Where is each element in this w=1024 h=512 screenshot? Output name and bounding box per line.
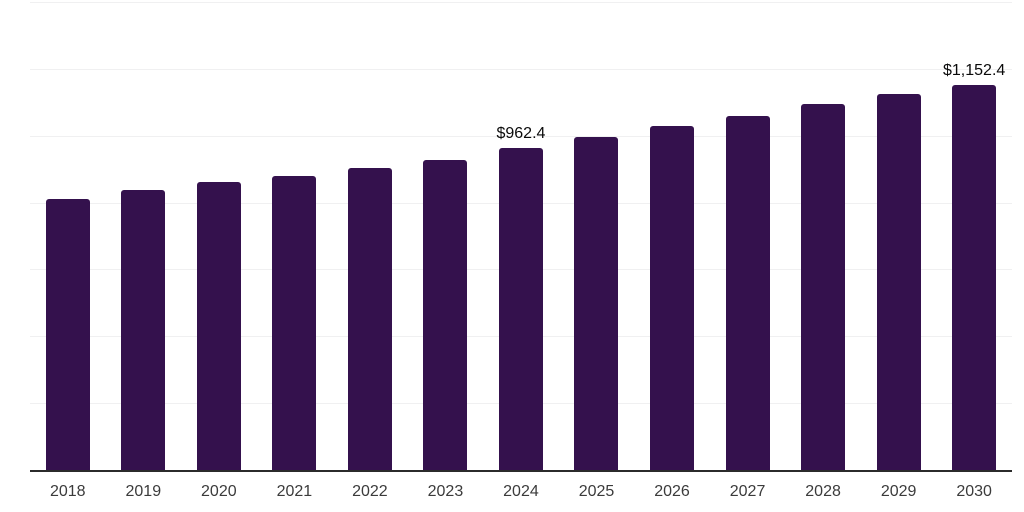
gridline-y-1400 bbox=[30, 2, 1012, 3]
x-axis-labels: 2018 2019 2020 2021 2022 2023 2024 2025 2026 2027… bbox=[30, 482, 1012, 502]
x-tick-label-2028: 2028 bbox=[805, 483, 841, 500]
bar-2023 bbox=[423, 159, 468, 470]
bar-2024 bbox=[498, 148, 543, 470]
bar-slot-2021 bbox=[257, 2, 333, 470]
bar-slot-2029 bbox=[861, 2, 937, 470]
x-tick-label-2020: 2020 bbox=[201, 483, 237, 500]
x-tick-label-2018: 2018 bbox=[49, 483, 86, 500]
x-tick-label-2023: 2023 bbox=[427, 483, 464, 500]
bar-2020 bbox=[196, 181, 241, 470]
bar-slot-2020 bbox=[181, 2, 257, 470]
x-tick-label-2021: 2021 bbox=[276, 483, 313, 500]
bar-2025 bbox=[574, 137, 619, 470]
bar-2026 bbox=[650, 126, 695, 470]
gridline-y-1200 bbox=[30, 68, 1012, 70]
x-tick-label-2019: 2019 bbox=[125, 483, 162, 500]
gridline-y-1000 bbox=[30, 135, 1012, 137]
x-tick-label-2027: 2027 bbox=[729, 483, 766, 500]
x-tick-label-2030: 2030 bbox=[956, 483, 992, 500]
bar-2028 bbox=[801, 104, 846, 470]
plot-area: $962.4 $1,152.4 bbox=[30, 2, 1012, 472]
x-tick-label-2022: 2022 bbox=[352, 483, 388, 500]
bar-slot-2030: $1,152.4 bbox=[936, 2, 1012, 470]
bar-slot-2018 bbox=[30, 2, 106, 470]
x-tick-label-2024: 2024 bbox=[503, 483, 539, 500]
bar-slot-2024: $962.4 bbox=[483, 2, 559, 470]
x-tick-label-2029: 2029 bbox=[880, 483, 917, 500]
bar-2022 bbox=[347, 167, 392, 470]
x-tick-label-2025: 2025 bbox=[578, 483, 615, 500]
bar-slot-2027 bbox=[710, 2, 786, 470]
bar-slot-2028 bbox=[785, 2, 861, 470]
bar-2021 bbox=[272, 175, 317, 470]
value-label-2030: $1,152.4 bbox=[943, 61, 1006, 79]
bar-2030 bbox=[952, 84, 997, 470]
bar-slot-2022 bbox=[332, 2, 408, 470]
bar-2019 bbox=[121, 190, 166, 470]
value-label-2024: $962.4 bbox=[496, 125, 546, 143]
bar-slot-2023 bbox=[408, 2, 484, 470]
bar-slot-2026 bbox=[634, 2, 710, 470]
bar-2027 bbox=[725, 115, 770, 470]
x-tick-label-2026: 2026 bbox=[654, 483, 690, 500]
bar-2029 bbox=[876, 94, 921, 470]
bars-container: $962.4 $1,152.4 bbox=[30, 2, 1012, 470]
bar-slot-2019 bbox=[106, 2, 182, 470]
bar-slot-2025 bbox=[559, 2, 635, 470]
bar-2018 bbox=[45, 198, 90, 470]
